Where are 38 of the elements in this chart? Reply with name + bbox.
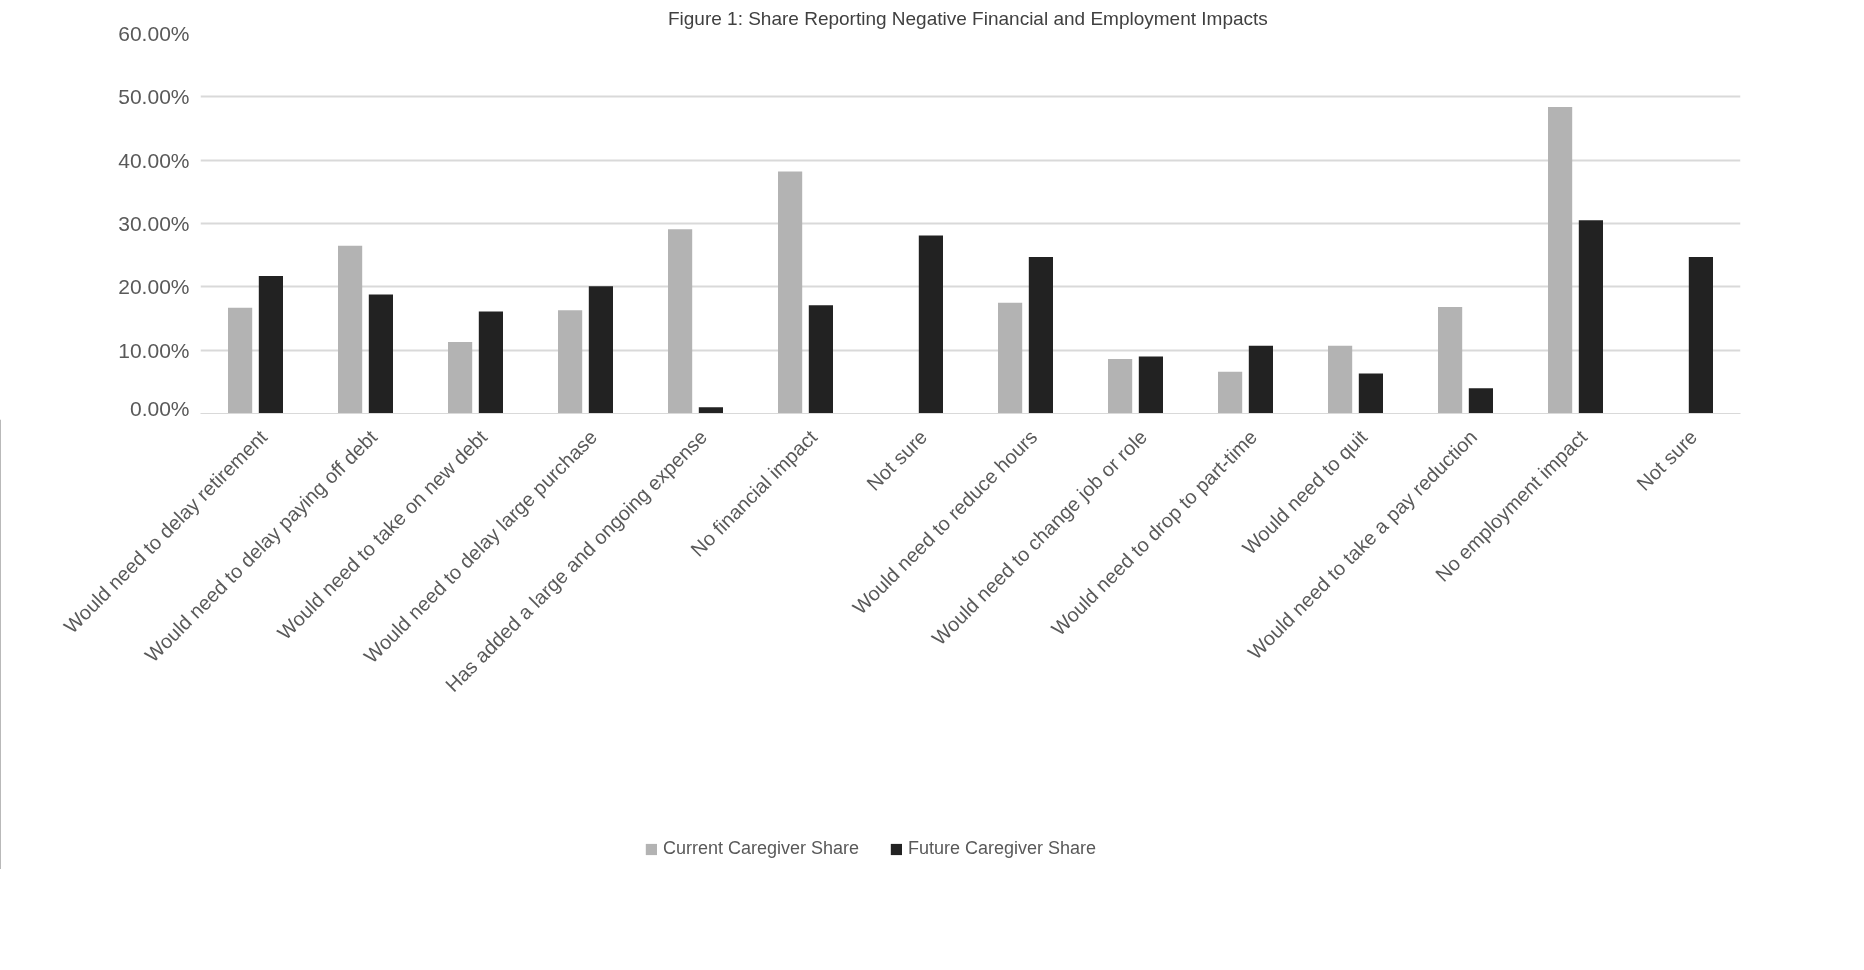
bar <box>1108 359 1133 414</box>
bar <box>1468 388 1493 414</box>
bar <box>998 302 1023 414</box>
bar <box>258 276 283 414</box>
bar <box>808 305 833 414</box>
y-tick-label: 0.00% <box>129 396 190 420</box>
x-tick-label: Not sure <box>862 425 932 495</box>
chart-title: Figure 1: Share Reporting Negative Financial and Employment Impacts <box>667 7 1268 29</box>
bar <box>1248 345 1273 414</box>
bar <box>1138 356 1163 414</box>
bar <box>558 310 583 414</box>
bar <box>228 307 253 414</box>
bar <box>1438 307 1463 414</box>
bar <box>918 235 943 414</box>
x-tick-label: Not sure <box>1632 425 1702 495</box>
bar <box>368 294 393 414</box>
bar <box>338 245 363 414</box>
bar <box>698 407 723 414</box>
y-tick-label: 10.00% <box>118 338 190 362</box>
legend-label: Current Caregiver Share <box>662 838 859 859</box>
bar <box>668 229 693 414</box>
bar <box>1358 373 1383 414</box>
bar <box>478 311 503 414</box>
y-tick-label: 20.00% <box>118 275 190 299</box>
y-tick-label: 40.00% <box>118 148 190 172</box>
bar <box>448 341 473 414</box>
bar <box>588 286 613 414</box>
bar <box>1578 220 1603 414</box>
bar <box>1548 106 1573 414</box>
y-tick-label: 60.00% <box>118 22 190 45</box>
bar <box>1328 345 1353 414</box>
bar <box>1218 371 1243 414</box>
bar <box>778 171 803 414</box>
bar <box>1688 257 1713 414</box>
legend-label: Future Caregiver Share <box>908 838 1097 859</box>
y-tick-label: 30.00% <box>118 212 190 235</box>
bar <box>1028 257 1053 414</box>
y-tick-label: 50.00% <box>118 85 190 109</box>
